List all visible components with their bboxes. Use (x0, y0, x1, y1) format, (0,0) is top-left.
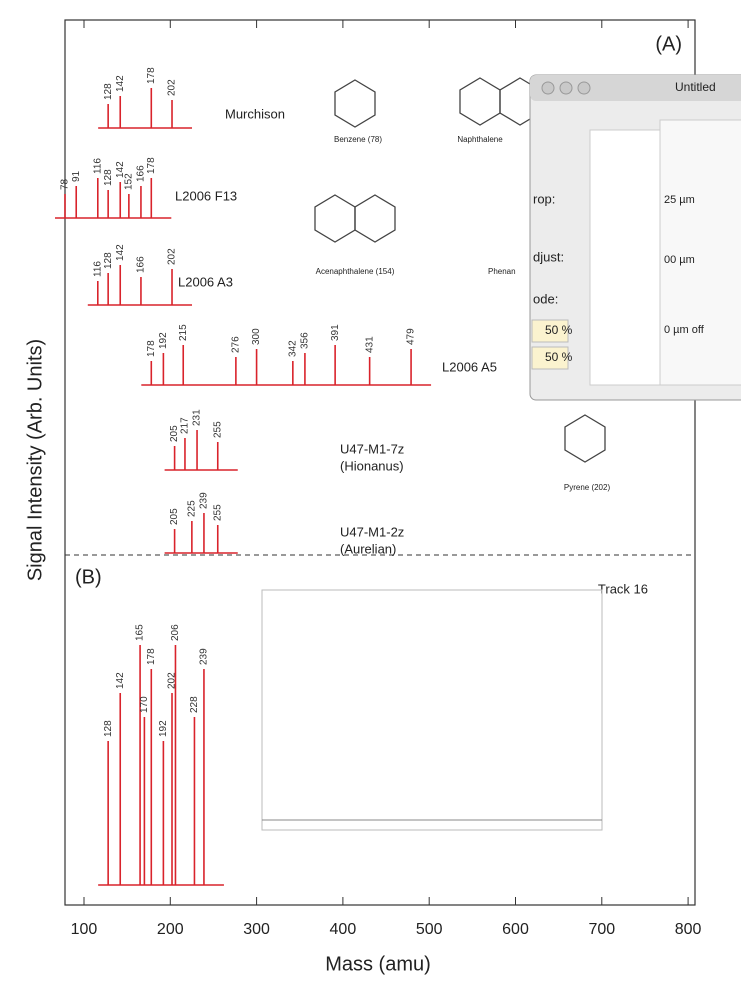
peak-label: 128 (103, 83, 114, 100)
app-window: Untitled rop: djust: ode: 50 % 50 % 25 µ… (529, 74, 741, 401)
peak-label: 78 (60, 178, 71, 190)
peak-label: 342 (287, 340, 298, 357)
peak-label: 142 (115, 244, 126, 261)
peak-label: 152 (124, 173, 135, 190)
x-tick-label: 400 (330, 921, 357, 938)
peak-label: 205 (169, 508, 180, 525)
peak-label: 205 (169, 425, 180, 442)
spectrum-name: L2006 A3 (178, 274, 233, 289)
x-axis-label: Mass (amu) (325, 953, 431, 975)
input[interactable] (531, 319, 569, 343)
peak-label: 128 (103, 720, 114, 737)
spectrum-name: Murchison (225, 106, 285, 121)
peak-label: 192 (158, 332, 169, 349)
offset-text: 25 µm (664, 194, 695, 206)
title-bar (530, 75, 741, 101)
peak-label: 178 (146, 157, 157, 174)
x-tick-label: 700 (588, 921, 615, 938)
preview-panel (659, 119, 741, 386)
x-tick-label: 500 (416, 921, 443, 938)
peak-label: 91 (71, 170, 82, 182)
peak-label: 170 (139, 696, 150, 713)
peak-label: 142 (115, 75, 126, 92)
annotation: Track 16 (598, 581, 648, 596)
input-text: 50 % (545, 323, 573, 337)
peak-label: 116 (92, 158, 103, 174)
peak-label: 142 (115, 161, 126, 178)
field-label: rop: (533, 191, 555, 206)
peak-label: 206 (170, 624, 181, 641)
window-button[interactable] (541, 81, 555, 95)
peak-label: 202 (167, 672, 178, 689)
field-label: djust: (533, 249, 564, 264)
peak-label: 239 (199, 492, 210, 509)
field-label: ode: (533, 291, 558, 306)
spectrum-name: U47-M1-7z (340, 441, 404, 456)
peak-label: 228 (189, 696, 200, 713)
peak-label: 128 (103, 252, 114, 269)
window-button[interactable] (559, 81, 573, 95)
peak-label: 255 (212, 504, 223, 521)
offset-text: 0 µm off (664, 324, 705, 336)
x-tick-label: 600 (502, 921, 529, 938)
peak-label: 225 (187, 500, 198, 517)
inset-frame (261, 589, 603, 831)
peak-label: 202 (167, 79, 178, 96)
panel-label: (B) (75, 566, 102, 588)
peak-label: 192 (158, 720, 169, 737)
molecule-label: Pyrene (202) (564, 483, 611, 492)
peak-label: 178 (146, 648, 157, 665)
molecule-label: Acenaphthalene (154) (316, 267, 395, 276)
x-tick-label: 200 (157, 921, 184, 938)
peak-label: 142 (115, 672, 126, 689)
side-panel (589, 129, 661, 386)
peak-label: 431 (364, 336, 375, 353)
spectrum-name: L2006 A5 (442, 359, 497, 374)
spectrum-name: L2006 F13 (175, 188, 237, 203)
peak-label: 166 (136, 256, 147, 273)
peak-label: 202 (167, 248, 178, 265)
peak-label: 239 (199, 648, 210, 665)
peak-label: 128 (103, 169, 114, 186)
peak-label: 166 (136, 165, 147, 182)
peak-label: 356 (300, 332, 311, 349)
peak-label: 391 (330, 324, 341, 341)
peak-label: 479 (406, 328, 417, 345)
input-text: 50 % (545, 350, 573, 364)
molecule-label: Naphthalene (457, 135, 503, 144)
y-axis-label: Signal Intensity (Arb. Units) (24, 339, 46, 581)
x-tick-label: 300 (243, 921, 270, 938)
peak-label: 178 (146, 340, 157, 357)
x-tick-label: 800 (675, 921, 702, 938)
window-title: Untitled (675, 80, 716, 94)
panel-label: (A) (655, 33, 682, 55)
peak-label: 276 (231, 336, 242, 353)
molecule-label: Phenan (488, 267, 516, 276)
offset-text: 00 µm (664, 254, 695, 266)
spectrum-subname: (Aurelian) (340, 541, 396, 556)
x-tick-label: 100 (71, 921, 98, 938)
spectrum-subname: (Hionanus) (340, 458, 404, 473)
peak-label: 231 (192, 409, 203, 426)
molecule-label: Benzene (78) (334, 135, 382, 144)
peak-label: 300 (251, 328, 262, 345)
peak-label: 165 (135, 624, 146, 641)
peak-label: 116 (92, 261, 103, 277)
window-button[interactable] (577, 81, 591, 95)
input[interactable] (531, 346, 569, 370)
peak-label: 215 (178, 324, 189, 341)
peak-label: 178 (146, 67, 157, 84)
plot-frame (64, 19, 696, 906)
spectrum-name: U47-M1-2z (340, 524, 404, 539)
peak-label: 255 (212, 421, 223, 438)
peak-label: 217 (180, 417, 191, 434)
